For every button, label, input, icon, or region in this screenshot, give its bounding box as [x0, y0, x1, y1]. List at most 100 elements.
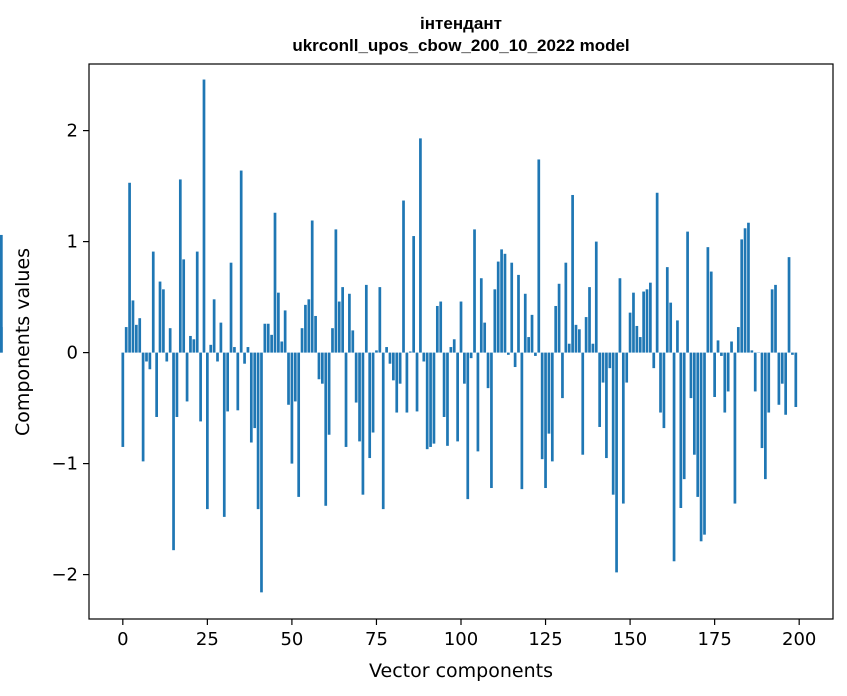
- bar-component-2: [128, 182, 131, 353]
- bar-component-123: [537, 159, 541, 353]
- bar-component-59: [320, 352, 324, 384]
- y-axis-label: Components values: [12, 248, 34, 436]
- bar-component-23: [199, 352, 202, 422]
- bar-component-83: [402, 200, 405, 353]
- bar-component-153: [638, 337, 642, 353]
- bar-component-13: [165, 352, 169, 362]
- bar-component-56: [310, 220, 314, 353]
- x-tick-label: 100: [444, 629, 478, 650]
- bar-component-114: [506, 352, 510, 355]
- bar-component-82: [398, 352, 402, 384]
- bar-component-72: [364, 284, 368, 353]
- bar-component-140: [594, 241, 598, 353]
- bar-component-39: [253, 352, 257, 429]
- plot-area-frame: [88, 63, 834, 620]
- bar-component-173: [706, 247, 710, 353]
- bar-component-7: [145, 352, 148, 362]
- bar-component-103: [469, 352, 473, 359]
- x-tick-label: 50: [280, 629, 303, 650]
- bar-component-121: [530, 314, 534, 353]
- bar-component-133: [571, 194, 574, 353]
- y-tick-label: −2: [51, 565, 78, 586]
- bar-component-187: [753, 352, 757, 392]
- bar-component-154: [642, 291, 645, 353]
- bar-component-90: [425, 352, 429, 450]
- y-tick-label: −1: [51, 454, 78, 475]
- bar-component-174: [709, 271, 713, 353]
- bar-component-38: [249, 352, 253, 443]
- bar-component-37: [246, 347, 250, 353]
- bar-component-165: [679, 352, 683, 508]
- bar-component-192: [770, 289, 774, 353]
- chart-title: інтендант: [420, 14, 502, 33]
- bar-component-80: [392, 352, 395, 381]
- bar-component-74: [371, 352, 375, 433]
- bar-component-197: [787, 257, 791, 353]
- bars-group: [0, 79, 798, 593]
- bar-component-66: [344, 352, 348, 447]
- bar-component-126: [547, 352, 551, 434]
- bar-component-76: [378, 287, 382, 353]
- bar-component-164: [676, 320, 679, 353]
- bar-component-48: [283, 310, 287, 353]
- bar-component-102: [466, 352, 470, 500]
- bar-component-122: [534, 352, 537, 356]
- bar-component-115: [510, 262, 514, 353]
- bar-component-70: [358, 352, 361, 442]
- bar-component-110: [493, 289, 497, 353]
- bar-component-167: [686, 231, 689, 353]
- bar-component-170: [696, 352, 700, 497]
- bar-component-168: [689, 352, 693, 399]
- bar-component-128: [554, 305, 558, 353]
- bar-component-146: [615, 352, 618, 573]
- x-axis-ticks: 0 25 50 75 100 125 150 175 200: [117, 619, 816, 650]
- bar-component-162: [669, 302, 673, 353]
- bar-component-157: [652, 352, 656, 369]
- bar-component-32: [229, 262, 233, 353]
- bar-component-49: [287, 352, 290, 405]
- bar-component-178: [723, 352, 727, 413]
- bar-component-105: [476, 352, 480, 452]
- bar-component-69: [354, 352, 358, 403]
- bar-component-88: [419, 138, 422, 353]
- bar-component-145: [611, 352, 615, 495]
- x-tick-label: 75: [365, 629, 388, 650]
- bar-component-175: [713, 352, 716, 397]
- bar-component-109: [490, 352, 493, 489]
- x-tick-label: 150: [613, 629, 647, 650]
- x-tick-label: 200: [782, 629, 816, 650]
- bar-component-108: [486, 352, 490, 389]
- bar-component-84: [405, 352, 409, 413]
- bar-component-97: [449, 347, 453, 353]
- bar-component-176: [716, 340, 720, 353]
- bar-component-50: [290, 352, 294, 464]
- bar-component-57: [314, 315, 317, 353]
- bar-component-61: [327, 352, 331, 435]
- y-tick-label: 1: [67, 232, 78, 253]
- bar-component-106: [479, 278, 483, 353]
- bar-component-44: [270, 334, 273, 353]
- bar-component-52: [297, 352, 301, 497]
- bar-component-125: [544, 352, 547, 489]
- bar-component-129: [557, 283, 561, 353]
- bar-component-156: [649, 282, 652, 353]
- bar-component-159: [659, 352, 662, 413]
- bar-component-138: [588, 287, 591, 353]
- bar-component-79: [388, 352, 392, 364]
- bar-component-92: [432, 352, 436, 444]
- y-tick-label: 0: [67, 343, 78, 364]
- bar-component-58: [317, 352, 321, 380]
- bar-component-163: [672, 352, 676, 562]
- bar-component-22: [195, 251, 199, 353]
- bar-component-31: [226, 352, 230, 412]
- bar-component-136: [581, 352, 585, 455]
- bar-component-169: [692, 352, 696, 455]
- bar-component-24: [202, 79, 206, 353]
- bar-component-33: [233, 347, 236, 353]
- bar-component-190: [764, 352, 767, 480]
- bar-component-161: [665, 267, 669, 353]
- bar-component-43: [266, 323, 270, 353]
- bar-component-45: [273, 212, 277, 353]
